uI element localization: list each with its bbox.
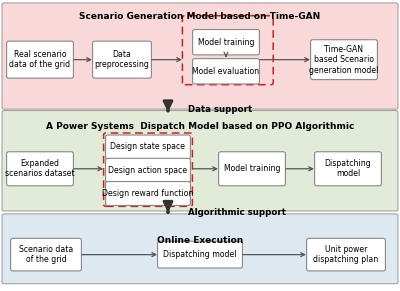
FancyBboxPatch shape (218, 152, 286, 186)
FancyBboxPatch shape (2, 214, 398, 284)
FancyBboxPatch shape (106, 135, 190, 159)
Text: Scenario data
of the grid: Scenario data of the grid (19, 245, 73, 264)
FancyBboxPatch shape (7, 152, 74, 186)
Text: Unit power
dispatching plan: Unit power dispatching plan (313, 245, 379, 264)
FancyBboxPatch shape (106, 182, 190, 205)
FancyBboxPatch shape (158, 241, 242, 268)
Text: Design action space: Design action space (108, 166, 188, 175)
Text: Model training: Model training (224, 164, 280, 173)
FancyBboxPatch shape (2, 3, 398, 109)
Text: Scenario Generation Model based on Time-GAN: Scenario Generation Model based on Time-… (79, 12, 321, 20)
FancyBboxPatch shape (7, 41, 74, 78)
FancyBboxPatch shape (192, 59, 259, 84)
Text: Dispatching
model: Dispatching model (325, 159, 371, 178)
Text: Real scenario
data of the grid: Real scenario data of the grid (10, 50, 70, 69)
Text: Algorithmic support: Algorithmic support (188, 208, 286, 217)
Text: Design state space: Design state space (110, 143, 186, 151)
Text: Model training: Model training (198, 38, 254, 47)
FancyBboxPatch shape (106, 158, 190, 182)
FancyBboxPatch shape (310, 40, 378, 79)
FancyBboxPatch shape (306, 238, 386, 271)
Text: Online Execution: Online Execution (157, 236, 243, 244)
Text: Expanded
scenarios dataset: Expanded scenarios dataset (5, 159, 75, 178)
FancyBboxPatch shape (314, 152, 382, 186)
Text: Model evaluation: Model evaluation (192, 67, 260, 76)
Text: Time-GAN
based Scenario
generation model: Time-GAN based Scenario generation model (309, 45, 379, 74)
FancyBboxPatch shape (11, 238, 82, 271)
Text: Design reward function: Design reward function (102, 189, 194, 198)
FancyBboxPatch shape (2, 111, 398, 211)
FancyBboxPatch shape (192, 30, 259, 55)
Text: Data support: Data support (188, 105, 252, 114)
Text: Data
preprocessing: Data preprocessing (94, 50, 150, 69)
Text: A Power Systems  Dispatch Model based on PPO Algorithmic: A Power Systems Dispatch Model based on … (46, 122, 354, 131)
Text: Dispatching model: Dispatching model (163, 250, 237, 259)
FancyBboxPatch shape (92, 41, 151, 78)
